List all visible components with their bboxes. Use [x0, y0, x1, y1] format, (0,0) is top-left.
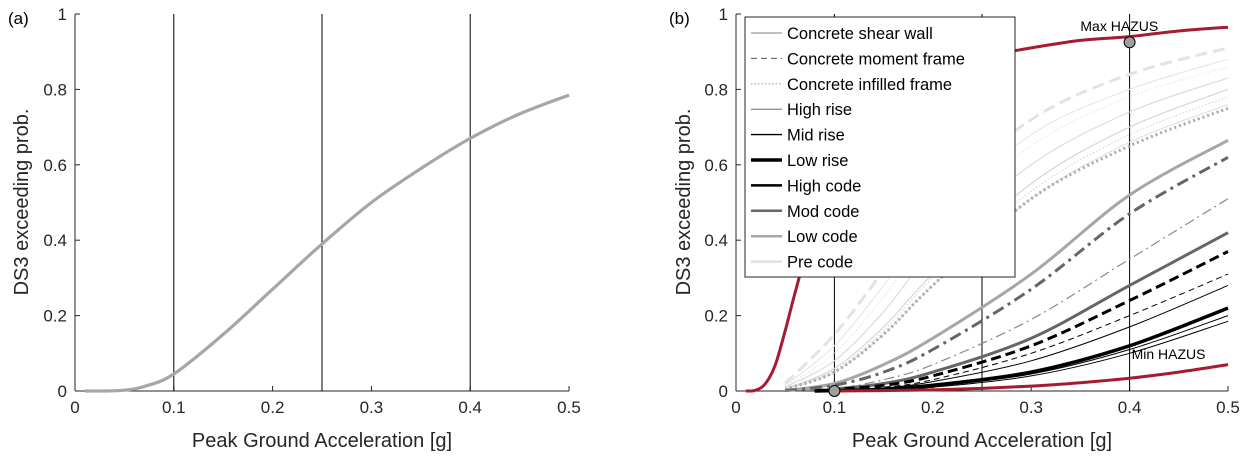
fragility-curve — [785, 198, 1229, 392]
legend: Concrete shear wall Concrete moment frame… — [744, 16, 1016, 278]
panel-b-label: (b) — [669, 9, 690, 28]
x-tick-label: 0.2 — [921, 398, 945, 417]
y-tick-label: 0.8 — [704, 80, 728, 99]
panel-b: (b) Peak Ground Acceleration [g] DS3 exc… — [669, 5, 1240, 452]
legend-label: Low code — [787, 228, 858, 246]
annotation-label: Max HAZUS — [1080, 18, 1158, 34]
y-tick-label: 0.2 — [704, 307, 728, 326]
y-tick-label: 1 — [719, 5, 728, 24]
x-tick-label: 0.5 — [1216, 398, 1240, 417]
panel-a-label: (a) — [8, 9, 29, 28]
panel-a-x-axis-label: Peak Ground Acceleration [g] — [192, 430, 452, 452]
x-tick-label: 0.2 — [261, 398, 285, 417]
data-point-marker — [828, 385, 841, 397]
fragility-curve — [785, 96, 1229, 390]
panel-a-y-axis-label: DS3 exceeding prob. — [11, 109, 33, 296]
y-tick-label: 0.4 — [704, 231, 728, 250]
x-tick-label: 0.5 — [557, 398, 581, 417]
y-tick-label: 0.8 — [43, 80, 67, 99]
fragility-curve — [785, 155, 1229, 393]
data-point-marker — [1123, 36, 1136, 49]
legend-label: High rise — [787, 101, 852, 119]
fragility-curve — [784, 138, 1229, 393]
x-tick-label: 0.1 — [823, 398, 847, 417]
x-tick-label: 0.3 — [360, 398, 384, 417]
legend-label: Low rise — [787, 152, 848, 170]
annotation-label: Min HAZUS — [1132, 346, 1206, 362]
panel-a: (a) Peak Ground Acceleration [g] DS3 exc… — [8, 5, 581, 452]
x-tick-label: 0.3 — [1019, 398, 1043, 417]
legend-label: Concrete moment frame — [787, 50, 965, 68]
y-tick-label: 0.6 — [43, 156, 67, 175]
legend-label: Pre code — [787, 254, 853, 272]
x-tick-label: 0.4 — [1118, 398, 1142, 417]
x-tick-label: 0.1 — [162, 398, 186, 417]
legend-label: Mid rise — [787, 127, 845, 145]
legend-label: Concrete shear wall — [787, 25, 933, 43]
y-tick-label: 0 — [719, 382, 728, 401]
x-tick-label: 0 — [70, 398, 79, 417]
fragility-curve — [84, 93, 570, 393]
legend-label: Mod code — [787, 203, 859, 221]
y-tick-label: 0 — [58, 382, 67, 401]
legend-label: High code — [787, 177, 861, 195]
legend-label: Concrete infilled frame — [787, 76, 952, 94]
y-tick-label: 0.6 — [704, 156, 728, 175]
x-tick-label: 0 — [731, 398, 740, 417]
panel-b-x-axis-label: Peak Ground Acceleration [g] — [852, 430, 1112, 452]
series-group — [84, 93, 570, 393]
y-tick-label: 0.2 — [43, 307, 67, 326]
y-tick-label: 1 — [58, 5, 67, 24]
min-hazus-curve — [834, 363, 1229, 393]
legend-box — [744, 16, 1016, 278]
x-tick-label: 0.4 — [458, 398, 482, 417]
y-tick-label: 0.4 — [43, 231, 67, 250]
panel-b-y-axis-label: DS3 exceeding prob. — [673, 109, 695, 296]
